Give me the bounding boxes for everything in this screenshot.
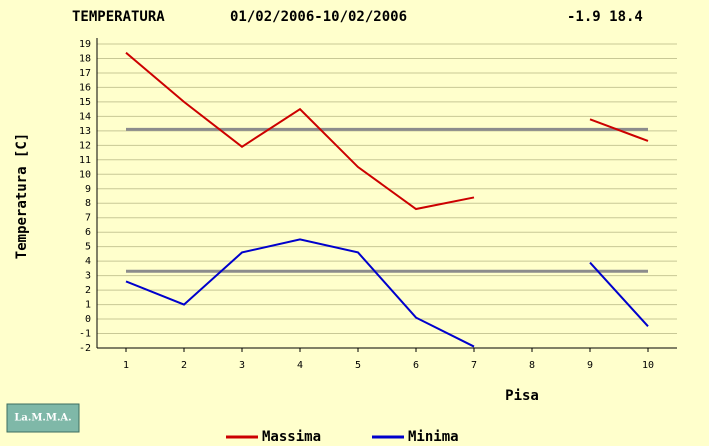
logo-box [6,403,80,433]
y-tick-label: -1 [79,329,91,340]
y-tick-label: 17 [79,68,91,79]
y-tick-label: 4 [85,256,91,267]
x-tick-label: 6 [413,360,419,371]
y-tick-label: 8 [85,198,91,209]
range-label: -1.9 18.4 [567,9,643,25]
y-tick-label: 13 [79,126,91,137]
chart-title: TEMPERATURA [72,9,165,25]
series-line [125,51,649,211]
y-tick-label: 15 [79,97,91,108]
x-tick-label: 8 [529,360,535,371]
y-tick-label: 2 [85,285,91,296]
legend-label: Massima [262,429,321,445]
x-tick-label: 1 [123,360,129,371]
chart-subtitle: 01/02/2006-10/02/2006 [230,9,407,25]
legend-label: Minima [408,429,459,445]
logo-text: La.M.M.A. [14,413,71,424]
y-tick-label: 10 [79,169,91,180]
y-axis-label: Temperatura [C] [14,133,30,259]
y-tick-label: 19 [79,39,91,50]
y-tick-label: 7 [85,213,91,224]
x-tick-label: 2 [181,360,187,371]
series-line [125,238,649,348]
y-tick-label: 9 [85,184,91,195]
y-tick-label: 14 [79,111,91,122]
x-tick-label: 7 [471,360,477,371]
logo: La.M.M.A. [6,403,80,433]
y-tick-label: 18 [79,53,91,64]
y-tick-label: 3 [85,271,91,282]
x-tick-label: 10 [642,360,654,371]
y-tick-label: 1 [85,300,91,311]
y-tick-label: -2 [79,343,91,354]
y-tick-label: 11 [79,155,91,166]
y-tick-label: 5 [85,242,91,253]
x-tick-label: 9 [587,360,593,371]
y-tick-label: 12 [79,140,91,151]
x-axis-label: Pisa [505,388,539,404]
y-tick-label: 0 [85,314,91,325]
x-tick-label: 4 [297,360,303,371]
y-tick-label: 16 [79,82,91,93]
x-tick-label: 5 [355,360,361,371]
x-tick-label: 3 [239,360,245,371]
y-tick-label: 6 [85,227,91,238]
